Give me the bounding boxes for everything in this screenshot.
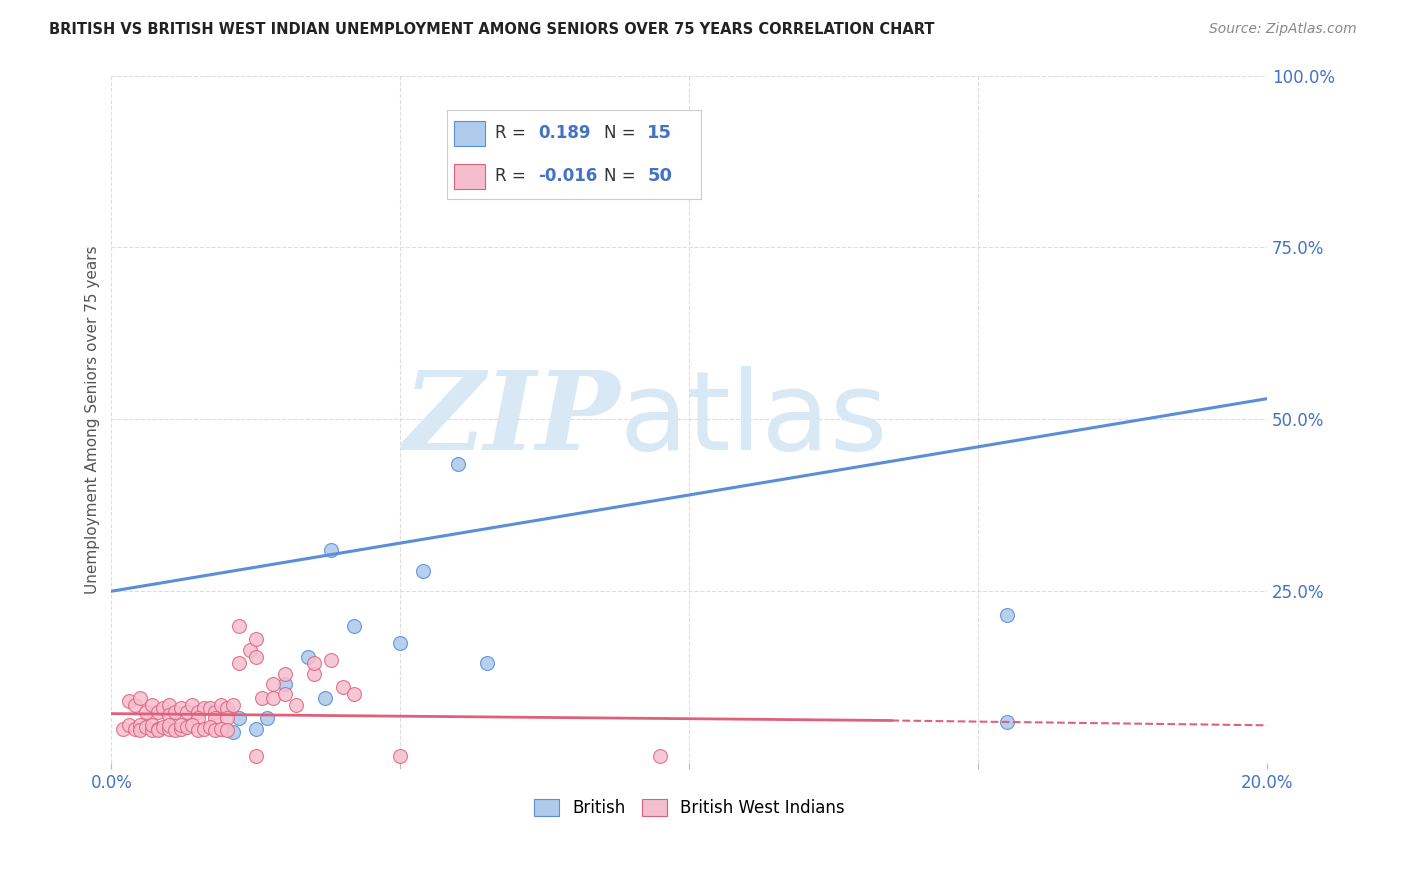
Point	[118, 718, 141, 732]
Y-axis label: Unemployment Among Seniors over 75 years: Unemployment Among Seniors over 75 years	[86, 245, 100, 594]
Point	[135, 720, 157, 734]
Point	[222, 698, 245, 712]
Point	[245, 749, 267, 764]
Point	[198, 720, 221, 734]
Text: BRITISH VS BRITISH WEST INDIAN UNEMPLOYMENT AMONG SENIORS OVER 75 YEARS CORRELAT: BRITISH VS BRITISH WEST INDIAN UNEMPLOYM…	[49, 22, 935, 37]
Point	[319, 543, 342, 558]
Point	[412, 564, 434, 578]
Point	[314, 690, 336, 705]
Point	[157, 708, 180, 723]
Point	[389, 636, 412, 650]
Point	[343, 687, 366, 701]
Point	[157, 698, 180, 712]
Point	[302, 666, 325, 681]
Legend: British, British West Indians: British, British West Indians	[527, 792, 852, 823]
Point	[118, 694, 141, 708]
Point	[124, 722, 146, 736]
Point	[181, 698, 204, 712]
Point	[193, 722, 215, 736]
Point	[215, 711, 238, 725]
Text: ZIP: ZIP	[404, 366, 620, 473]
Point	[274, 687, 297, 701]
Point	[475, 657, 498, 671]
Point	[170, 722, 193, 736]
Point	[222, 725, 245, 739]
Point	[332, 681, 354, 695]
Point	[204, 723, 226, 738]
Point	[245, 632, 267, 647]
Point	[297, 649, 319, 664]
Point	[215, 701, 238, 715]
Point	[141, 698, 163, 712]
Text: Source: ZipAtlas.com: Source: ZipAtlas.com	[1209, 22, 1357, 37]
Point	[146, 722, 169, 736]
Point	[141, 723, 163, 738]
Point	[157, 722, 180, 736]
Point	[995, 608, 1018, 623]
Point	[215, 723, 238, 738]
Point	[187, 705, 209, 719]
Point	[170, 718, 193, 732]
Point	[245, 649, 267, 664]
Point	[995, 714, 1018, 729]
Point	[141, 718, 163, 732]
Point	[198, 701, 221, 715]
Point	[129, 718, 152, 732]
Point	[245, 722, 267, 736]
Point	[111, 722, 134, 736]
Point	[209, 722, 232, 736]
Point	[129, 723, 152, 738]
Point	[124, 698, 146, 712]
Point	[181, 718, 204, 732]
Point	[250, 690, 273, 705]
Point	[204, 711, 226, 725]
Point	[187, 723, 209, 738]
Point	[262, 690, 284, 705]
Point	[152, 701, 174, 715]
Point	[129, 690, 152, 705]
Point	[650, 749, 672, 764]
Point	[146, 723, 169, 738]
Point	[319, 653, 342, 667]
Point	[146, 705, 169, 719]
Point	[228, 711, 250, 725]
Point	[170, 701, 193, 715]
Point	[228, 618, 250, 632]
Point	[274, 677, 297, 691]
Point	[193, 701, 215, 715]
Point	[204, 705, 226, 719]
Point	[228, 657, 250, 671]
Text: atlas: atlas	[620, 366, 889, 473]
Point	[163, 705, 186, 719]
Point	[256, 711, 278, 725]
Point	[274, 666, 297, 681]
Point	[262, 677, 284, 691]
Point	[447, 457, 470, 471]
Point	[157, 718, 180, 732]
Point	[285, 698, 308, 712]
Point	[152, 720, 174, 734]
Point	[163, 723, 186, 738]
Point	[176, 705, 198, 719]
Point	[389, 749, 412, 764]
Point	[302, 657, 325, 671]
Point	[239, 642, 262, 657]
Point	[187, 711, 209, 725]
Point	[176, 720, 198, 734]
Point	[343, 618, 366, 632]
Point	[135, 705, 157, 719]
Point	[209, 698, 232, 712]
